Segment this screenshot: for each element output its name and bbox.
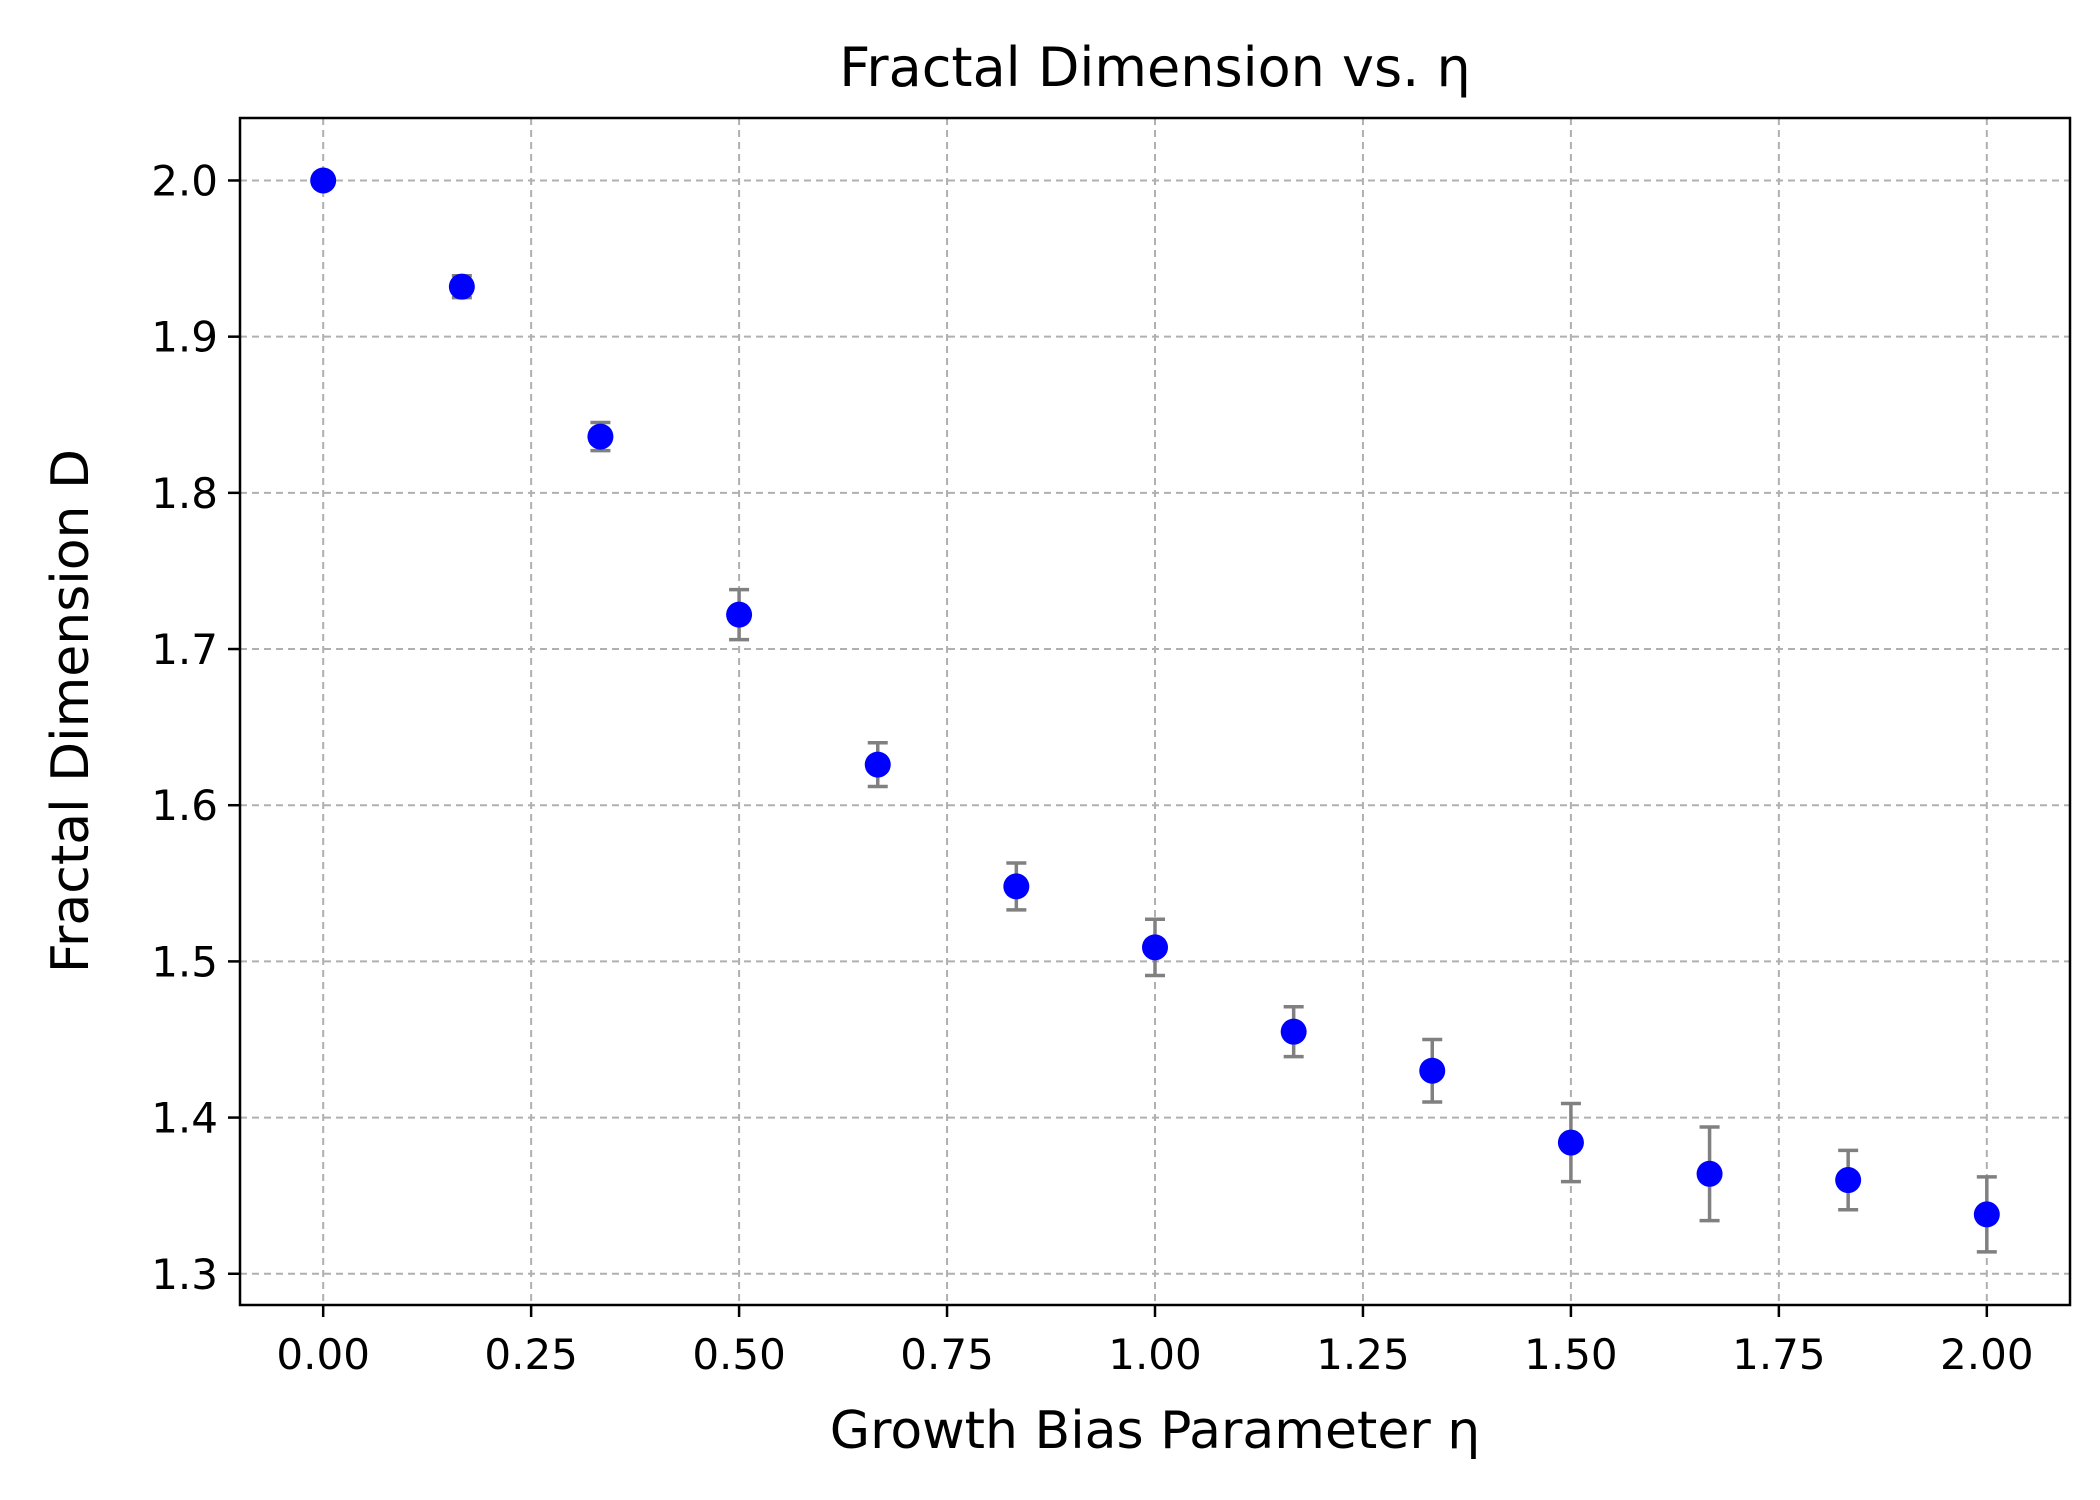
- y-tick-label: 1.6: [151, 781, 218, 830]
- x-tick-label: 0.25: [484, 1330, 578, 1379]
- y-tick-label: 1.4: [151, 1094, 218, 1143]
- x-tick-label: 1.25: [1316, 1330, 1410, 1379]
- y-axis-ticks: 1.3 1.4 1.5 1.6 1.7 1.8 1.9 2.0: [151, 156, 240, 1299]
- data-point: [1003, 873, 1030, 900]
- y-tick-label: 1.9: [151, 313, 218, 362]
- x-tick-label: 0.00: [276, 1330, 370, 1379]
- data-point: [1557, 1129, 1584, 1156]
- y-tick-label: 1.5: [151, 937, 218, 986]
- chart-title: Fractal Dimension vs. η: [839, 36, 1470, 99]
- y-tick-label: 1.8: [151, 469, 218, 518]
- x-axis-ticks: 0.00 0.25 0.50 0.75 1.00 1.25 1.50 1.75 2.00: [276, 1305, 2034, 1379]
- y-tick-label: 1.3: [151, 1250, 218, 1299]
- y-tick-label: 2.0: [151, 156, 218, 205]
- y-tick-label: 1.7: [151, 625, 218, 674]
- x-tick-label: 1.00: [1108, 1330, 1202, 1379]
- data-points: [310, 167, 2000, 1254]
- data-point: [1142, 934, 1168, 961]
- x-tick-label: 1.50: [1524, 1330, 1618, 1379]
- x-tick-label: 0.50: [692, 1330, 786, 1379]
- y-axis-label: Fractal Dimension D: [41, 449, 101, 973]
- data-point: [1280, 1018, 1307, 1045]
- x-axis-label: Growth Bias Parameter η: [830, 1401, 1480, 1461]
- data-point: [1835, 1167, 1862, 1194]
- data-point: [1973, 1201, 2000, 1228]
- data-point: [587, 423, 614, 450]
- data-point: [448, 273, 475, 300]
- data-point: [864, 751, 891, 778]
- x-tick-label: 0.75: [900, 1330, 994, 1379]
- x-tick-label: 1.75: [1732, 1330, 1826, 1379]
- data-point: [726, 601, 753, 628]
- grid: [240, 118, 2070, 1305]
- data-point: [1419, 1057, 1446, 1084]
- plot-frame: [238, 116, 2072, 1307]
- x-tick-label: 2.00: [1940, 1330, 2034, 1379]
- data-point: [1696, 1160, 1723, 1187]
- data-point: [310, 167, 337, 194]
